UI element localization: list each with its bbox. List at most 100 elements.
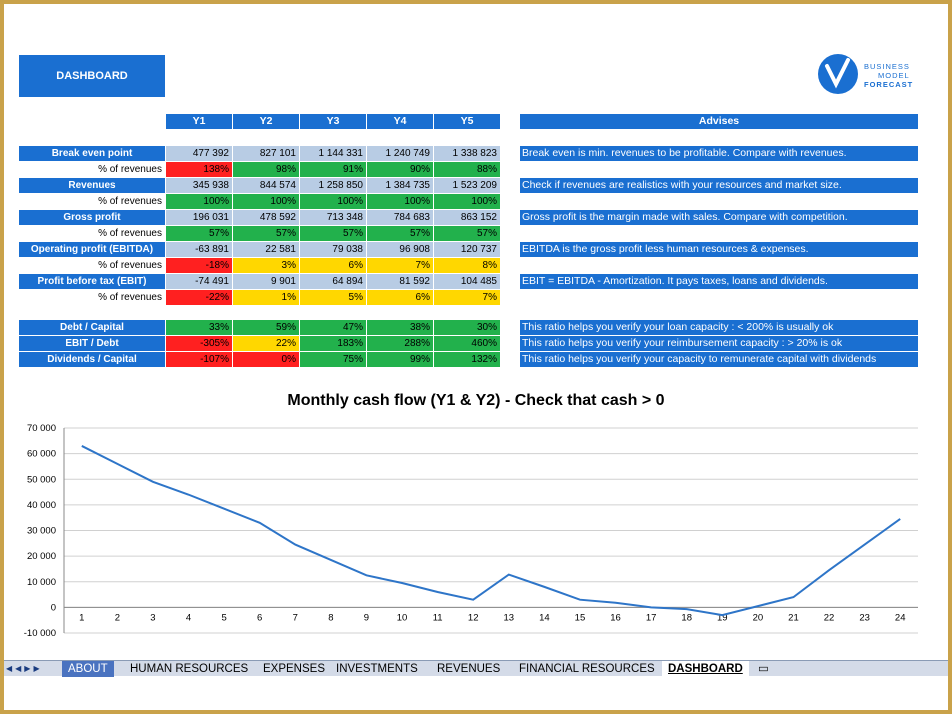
year-header-y3[interactable]: Y3: [300, 114, 366, 129]
percent-cell[interactable]: 91%: [300, 162, 366, 177]
ratio-cell[interactable]: 99%: [367, 352, 433, 367]
sheet-tab-dashboard[interactable]: DASHBOARD: [662, 661, 749, 677]
row-label[interactable]: Gross profit: [19, 210, 165, 225]
year-header-y5[interactable]: Y5: [434, 114, 500, 129]
value-cell[interactable]: 713 348: [300, 210, 366, 225]
percent-cell[interactable]: 7%: [367, 258, 433, 273]
advice-cell[interactable]: Gross profit is the margin made with sal…: [520, 210, 918, 225]
percent-cell[interactable]: 138%: [166, 162, 232, 177]
row-label[interactable]: Operating profit (EBITDA): [19, 242, 165, 257]
value-cell[interactable]: 64 894: [300, 274, 366, 289]
row-label[interactable]: Break even point: [19, 146, 165, 161]
percent-cell[interactable]: 100%: [300, 194, 366, 209]
value-cell[interactable]: -74 491: [166, 274, 232, 289]
ratio-cell[interactable]: 33%: [166, 320, 232, 335]
advice-cell[interactable]: EBIT = EBITDA - Amortization. It pays ta…: [520, 274, 918, 289]
ratio-advice[interactable]: This ratio helps you verify your capacit…: [520, 352, 918, 367]
value-cell[interactable]: 9 901: [233, 274, 299, 289]
percent-cell[interactable]: -18%: [166, 258, 232, 273]
percent-cell[interactable]: 6%: [367, 290, 433, 305]
sheet-tab-financial-resources[interactable]: FINANCIAL RESOURCES: [519, 663, 655, 675]
sheet-tab-human-resources[interactable]: HUMAN RESOURCES: [130, 663, 249, 675]
percent-cell[interactable]: 57%: [434, 226, 500, 241]
value-cell[interactable]: 844 574: [233, 178, 299, 193]
percent-label[interactable]: % of revenues: [19, 258, 165, 273]
percent-cell[interactable]: 3%: [233, 258, 299, 273]
percent-cell[interactable]: 57%: [367, 226, 433, 241]
year-header-y1[interactable]: Y1: [166, 114, 232, 129]
value-cell[interactable]: 784 683: [367, 210, 433, 225]
percent-cell[interactable]: 88%: [434, 162, 500, 177]
row-label[interactable]: Profit before tax (EBIT): [19, 274, 165, 289]
value-cell[interactable]: 196 031: [166, 210, 232, 225]
percent-label[interactable]: % of revenues: [19, 226, 165, 241]
percent-label[interactable]: % of revenues: [19, 194, 165, 209]
ratio-cell[interactable]: 132%: [434, 352, 500, 367]
advice-cell[interactable]: EBITDA is the gross profit less human re…: [520, 242, 918, 257]
value-cell[interactable]: 1 258 850: [300, 178, 366, 193]
row-label[interactable]: Revenues: [19, 178, 165, 193]
value-cell[interactable]: 96 908: [367, 242, 433, 257]
ratio-label[interactable]: Debt / Capital: [19, 320, 165, 335]
percent-cell[interactable]: 8%: [434, 258, 500, 273]
percent-cell[interactable]: 100%: [233, 194, 299, 209]
ratio-cell[interactable]: 47%: [300, 320, 366, 335]
percent-cell[interactable]: 6%: [300, 258, 366, 273]
year-header-y2[interactable]: Y2: [233, 114, 299, 129]
percent-cell[interactable]: 57%: [233, 226, 299, 241]
percent-cell[interactable]: 5%: [300, 290, 366, 305]
sheet-tab-revenues[interactable]: REVENUES: [437, 663, 501, 675]
advises-header[interactable]: Advises: [520, 114, 918, 129]
ratio-label[interactable]: Dividends / Capital: [19, 352, 165, 367]
ratio-cell[interactable]: 38%: [367, 320, 433, 335]
value-cell[interactable]: 477 392: [166, 146, 232, 161]
percent-cell[interactable]: -22%: [166, 290, 232, 305]
percent-cell[interactable]: 100%: [367, 194, 433, 209]
percent-label[interactable]: % of revenues: [19, 162, 165, 177]
value-cell[interactable]: 79 038: [300, 242, 366, 257]
value-cell[interactable]: 22 581: [233, 242, 299, 257]
ratio-cell[interactable]: 288%: [367, 336, 433, 351]
value-cell[interactable]: 827 101: [233, 146, 299, 161]
ratio-cell[interactable]: 22%: [233, 336, 299, 351]
value-cell[interactable]: 1 523 209: [434, 178, 500, 193]
ratio-advice[interactable]: This ratio helps you verify your reimbur…: [520, 336, 918, 351]
percent-cell[interactable]: 98%: [233, 162, 299, 177]
percent-cell[interactable]: 100%: [166, 194, 232, 209]
value-cell[interactable]: 478 592: [233, 210, 299, 225]
value-cell[interactable]: 863 152: [434, 210, 500, 225]
value-cell[interactable]: 1 338 823: [434, 146, 500, 161]
sheet-tab-investments[interactable]: INVESTMENTS: [336, 663, 418, 675]
ratio-cell[interactable]: 460%: [434, 336, 500, 351]
insert-sheet-icon[interactable]: ▭: [758, 663, 769, 675]
ratio-advice[interactable]: This ratio helps you verify your loan ca…: [520, 320, 918, 335]
sheet-tab-expenses[interactable]: EXPENSES: [263, 663, 325, 675]
ratio-cell[interactable]: 59%: [233, 320, 299, 335]
ratio-cell[interactable]: 30%: [434, 320, 500, 335]
value-cell[interactable]: -63 891: [166, 242, 232, 257]
value-cell[interactable]: 120 737: [434, 242, 500, 257]
value-cell[interactable]: 345 938: [166, 178, 232, 193]
year-header-y4[interactable]: Y4: [367, 114, 433, 129]
ratio-cell[interactable]: -305%: [166, 336, 232, 351]
value-cell[interactable]: 1 144 331: [300, 146, 366, 161]
tab-nav-arrows-icon[interactable]: ◀◀▶▶: [6, 664, 43, 673]
sheet-tab-about[interactable]: ABOUT: [62, 661, 114, 677]
percent-cell[interactable]: 57%: [300, 226, 366, 241]
ratio-cell[interactable]: -107%: [166, 352, 232, 367]
value-cell[interactable]: 1 384 735: [367, 178, 433, 193]
ratio-cell[interactable]: 75%: [300, 352, 366, 367]
value-cell[interactable]: 81 592: [367, 274, 433, 289]
ratio-cell[interactable]: 183%: [300, 336, 366, 351]
ratio-cell[interactable]: 0%: [233, 352, 299, 367]
percent-cell[interactable]: 57%: [166, 226, 232, 241]
value-cell[interactable]: 1 240 749: [367, 146, 433, 161]
advice-cell[interactable]: Check if revenues are realistics with yo…: [520, 178, 918, 193]
percent-cell[interactable]: 90%: [367, 162, 433, 177]
percent-cell[interactable]: 1%: [233, 290, 299, 305]
percent-cell[interactable]: 100%: [434, 194, 500, 209]
percent-label[interactable]: % of revenues: [19, 290, 165, 305]
dashboard-button[interactable]: DASHBOARD: [19, 55, 165, 97]
value-cell[interactable]: 104 485: [434, 274, 500, 289]
percent-cell[interactable]: 7%: [434, 290, 500, 305]
